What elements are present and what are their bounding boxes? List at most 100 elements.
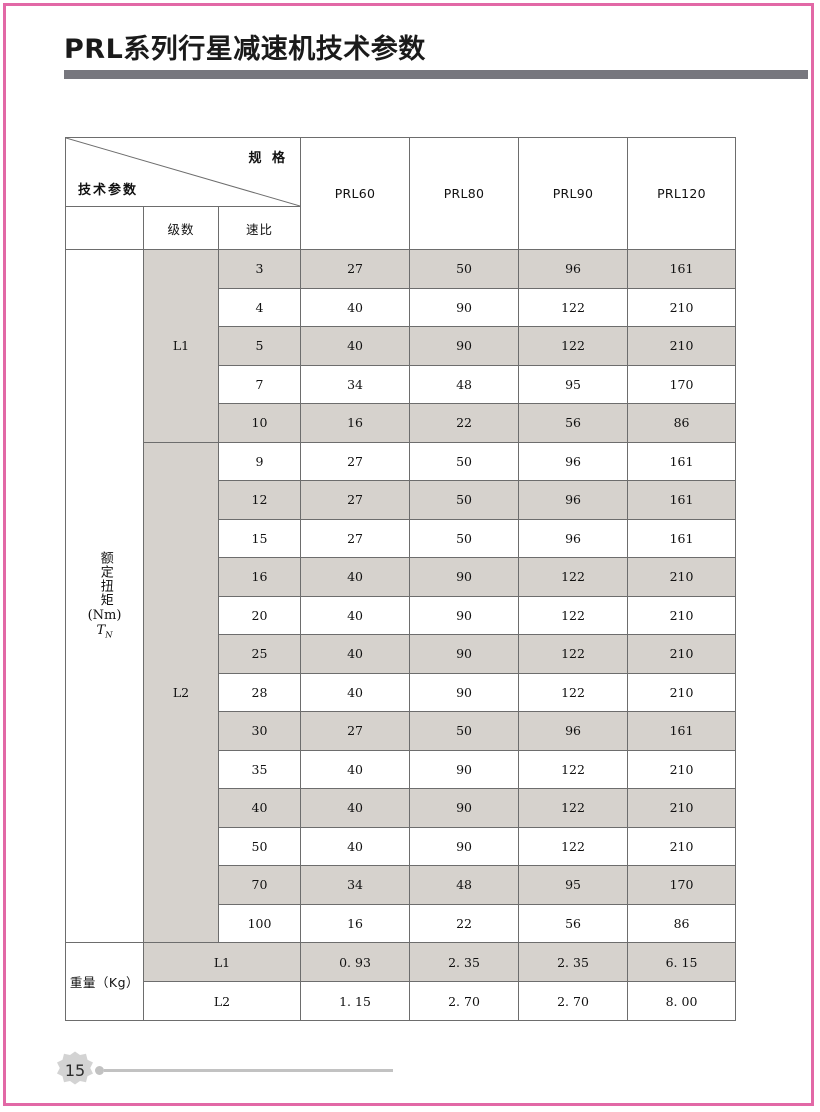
torque-value-cell: 96 — [518, 249, 629, 289]
torque-value-cell: 27 — [300, 249, 411, 289]
table-row: 5 40 90 122 210 — [66, 326, 737, 366]
ratio-cell: 3 — [217, 249, 302, 289]
torque-value-cell: 96 — [518, 441, 629, 481]
table-row: 35 40 90 122 210 — [66, 749, 737, 789]
ratio-cell: 30 — [217, 711, 302, 751]
torque-value-cell: 210 — [627, 326, 737, 366]
torque-value-cell: 122 — [518, 634, 629, 674]
table-row: 7 34 48 95 170 — [66, 364, 737, 404]
torque-value-cell: 96 — [518, 711, 629, 751]
model-column-header-prl90: PRL90 — [518, 137, 629, 250]
table-header-row: 规 格技术参数 PRL60 PRL80 PRL90 PRL120 — [64, 137, 737, 250]
specification-table: 规 格技术参数 PRL60 PRL80 PRL90 PRL120 级数 速比 额定扭矩 (Nm)… — [64, 137, 737, 1021]
ratio-cell: 28 — [217, 672, 302, 712]
torque-value-cell: 90 — [409, 326, 520, 366]
diagonal-divider-icon — [66, 138, 300, 206]
torque-value-cell: 122 — [518, 557, 629, 597]
ratio-cell: 25 — [217, 634, 302, 674]
torque-value-cell: 50 — [409, 480, 520, 520]
torque-value-cell: 86 — [627, 403, 737, 443]
rated-torque-symbol: TN — [96, 623, 113, 641]
torque-value-cell: 210 — [627, 788, 737, 828]
torque-value-cell: 95 — [518, 364, 629, 404]
rated-torque-name: 额定扭矩 — [97, 550, 113, 607]
table-row: L2 1. 15 2. 70 2. 70 8. 00 — [66, 981, 737, 1021]
weight-value-cell: 2. 70 — [409, 981, 520, 1021]
ratio-cell: 100 — [217, 903, 302, 943]
model-column-header-prl60: PRL60 — [300, 137, 411, 250]
torque-value-cell: 161 — [627, 711, 737, 751]
torque-value-cell: 90 — [409, 557, 520, 597]
torque-value-cell: 210 — [627, 634, 737, 674]
subheader-stages: 级数 — [143, 206, 219, 250]
table-row: 40 40 90 122 210 — [66, 788, 737, 828]
spec-header-label: 规 格 — [248, 151, 289, 166]
table-row: 100 16 22 56 86 — [66, 903, 737, 943]
weight-value-cell: 6. 15 — [627, 942, 737, 982]
torque-value-cell: 122 — [518, 826, 629, 866]
torque-value-cell: 95 — [518, 865, 629, 905]
torque-value-cell: 210 — [627, 749, 737, 789]
ratio-cell: 5 — [217, 326, 302, 366]
ratio-cell: 50 — [217, 826, 302, 866]
subheader-ratio: 速比 — [217, 206, 302, 250]
table-row: 4 40 90 122 210 — [66, 287, 737, 327]
torque-value-cell: 90 — [409, 672, 520, 712]
torque-value-cell: 170 — [627, 364, 737, 404]
torque-value-cell: 27 — [300, 518, 411, 558]
torque-value-cell: 122 — [518, 595, 629, 635]
torque-value-cell: 90 — [409, 595, 520, 635]
torque-value-cell: 90 — [409, 634, 520, 674]
torque-value-cell: 122 — [518, 326, 629, 366]
torque-value-cell: 40 — [300, 557, 411, 597]
weight-stage-cell-l1: L1 — [142, 942, 302, 982]
torque-value-cell: 40 — [300, 287, 411, 327]
page-title: PRL系列行星减速机技术参数 — [64, 34, 426, 65]
table-row: 70 34 48 95 170 — [66, 865, 737, 905]
torque-value-cell: 34 — [300, 364, 411, 404]
weight-value-cell: 0. 93 — [300, 942, 411, 982]
ratio-cell: 35 — [217, 749, 302, 789]
torque-value-cell: 40 — [300, 749, 411, 789]
torque-value-cell: 27 — [300, 480, 411, 520]
ratio-cell: 20 — [217, 595, 302, 635]
table-row: 15 27 50 96 161 — [66, 518, 737, 558]
torque-value-cell: 170 — [627, 865, 737, 905]
weight-value-cell: 2. 35 — [409, 942, 520, 982]
stage-cell-l1: L1 — [143, 249, 219, 443]
table-subheader-row: 级数 速比 — [65, 206, 736, 250]
torque-value-cell: 40 — [300, 326, 411, 366]
ratio-cell: 10 — [217, 403, 302, 443]
ratio-cell: 9 — [217, 441, 302, 481]
torque-value-cell: 48 — [409, 865, 520, 905]
torque-value-cell: 50 — [409, 441, 520, 481]
torque-value-cell: 22 — [409, 903, 520, 943]
torque-value-cell: 50 — [409, 249, 520, 289]
ratio-cell: 15 — [217, 518, 302, 558]
torque-value-cell: 56 — [518, 903, 629, 943]
torque-value-cell: 161 — [627, 518, 737, 558]
torque-value-cell: 90 — [409, 287, 520, 327]
torque-value-cell: 96 — [518, 480, 629, 520]
torque-value-cell: 27 — [300, 441, 411, 481]
weight-value-cell: 1. 15 — [300, 981, 411, 1021]
table-row: 额定扭矩 (Nm) TN L1 3 27 50 96 161 — [65, 249, 737, 943]
table-row: 10 16 22 56 86 — [66, 403, 737, 443]
ratio-cell: 12 — [217, 480, 302, 520]
ratio-cell: 16 — [217, 557, 302, 597]
weight-value-cell: 8. 00 — [627, 981, 737, 1021]
torque-value-cell: 56 — [518, 403, 629, 443]
ratio-cell: 70 — [217, 865, 302, 905]
table-row: 12 27 50 96 161 — [66, 480, 737, 520]
torque-value-cell: 16 — [300, 403, 411, 443]
model-column-header-prl80: PRL80 — [409, 137, 520, 250]
torque-value-cell: 122 — [518, 749, 629, 789]
torque-value-cell: 210 — [627, 287, 737, 327]
table-row: 50 40 90 122 210 — [66, 826, 737, 866]
torque-value-cell: 122 — [518, 287, 629, 327]
torque-value-cell: 50 — [409, 711, 520, 751]
torque-value-cell: 90 — [409, 749, 520, 789]
torque-value-cell: 161 — [627, 441, 737, 481]
torque-value-cell: 48 — [409, 364, 520, 404]
title-divider-rule — [64, 70, 808, 79]
